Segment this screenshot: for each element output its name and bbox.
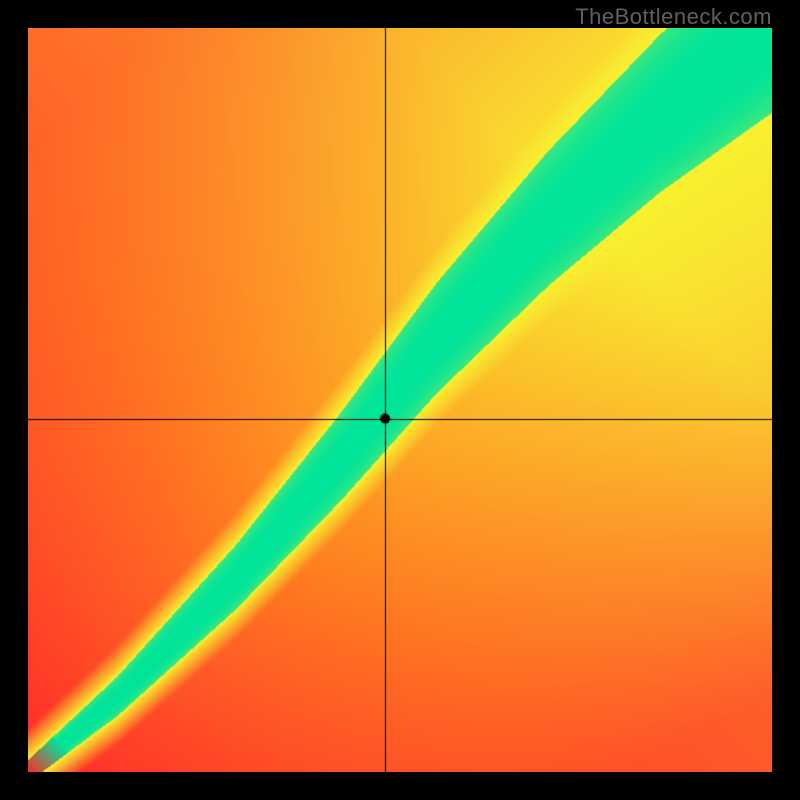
watermark-text: TheBottleneck.com bbox=[575, 4, 772, 30]
heatmap-canvas bbox=[28, 28, 772, 772]
plot-area bbox=[28, 28, 772, 772]
outer-frame: TheBottleneck.com bbox=[0, 0, 800, 800]
